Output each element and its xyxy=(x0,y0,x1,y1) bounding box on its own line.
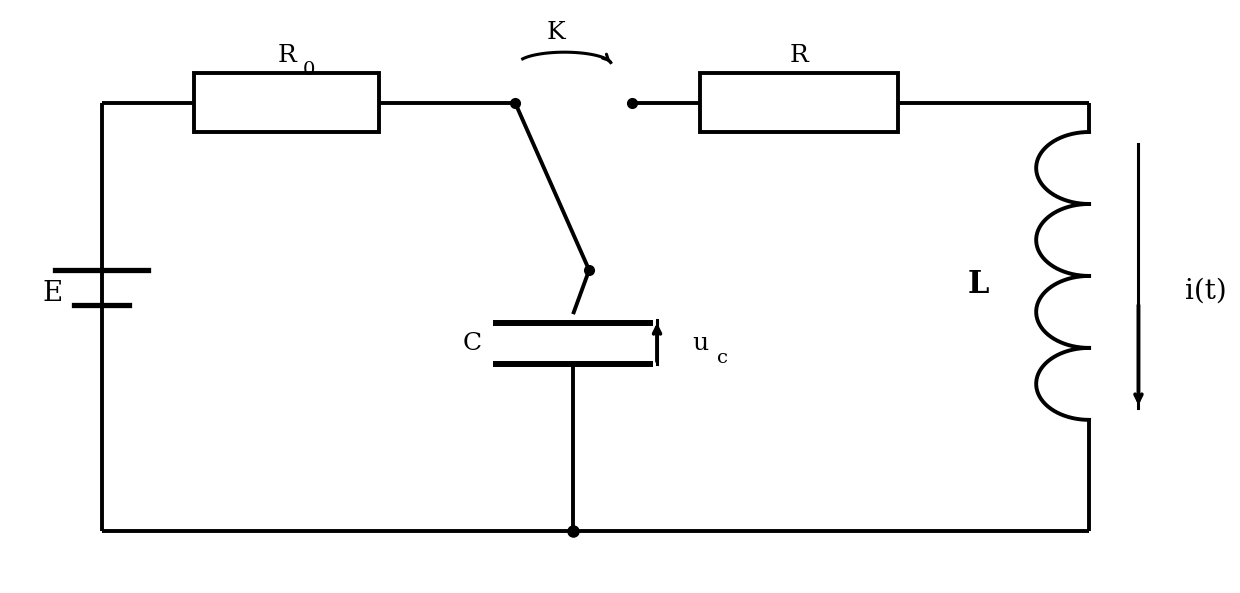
Text: i(t): i(t) xyxy=(1185,277,1228,304)
Text: R: R xyxy=(278,44,296,67)
Bar xyxy=(701,74,898,132)
Text: c: c xyxy=(717,349,728,367)
Text: L: L xyxy=(967,269,988,300)
Text: E: E xyxy=(42,280,62,307)
Text: 0: 0 xyxy=(303,61,315,79)
Text: C: C xyxy=(463,332,481,355)
Bar xyxy=(195,74,379,132)
Text: u: u xyxy=(692,332,708,355)
Text: K: K xyxy=(547,21,565,44)
Text: R: R xyxy=(790,44,808,67)
